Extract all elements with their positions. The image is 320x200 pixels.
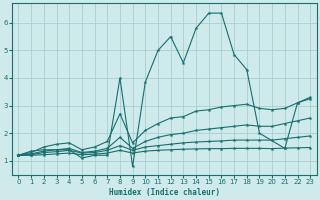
X-axis label: Humidex (Indice chaleur): Humidex (Indice chaleur) xyxy=(109,188,220,197)
